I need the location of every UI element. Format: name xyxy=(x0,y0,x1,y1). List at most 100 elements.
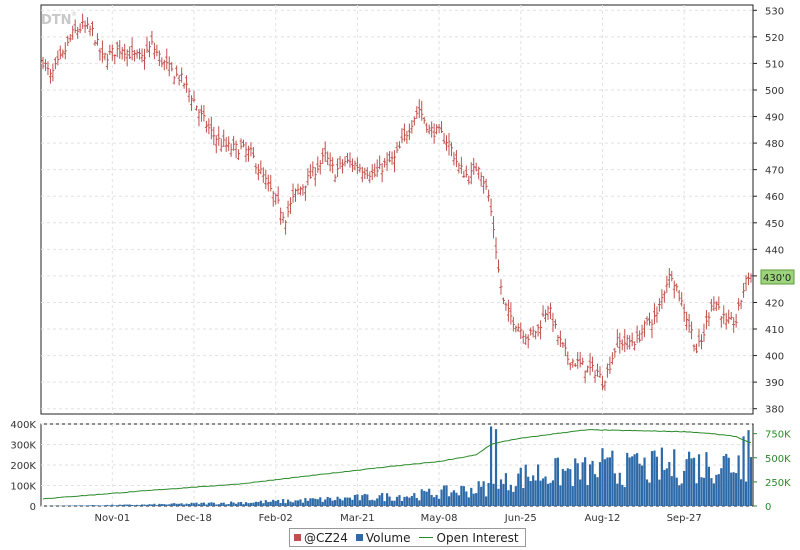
price-ohlc-bar xyxy=(655,306,659,323)
volume-bar xyxy=(242,504,245,506)
price-ohlc-bar xyxy=(489,198,493,217)
volume-bar xyxy=(579,479,582,506)
volume-bar xyxy=(237,502,240,506)
volume-bar xyxy=(415,498,418,506)
price-ohlc-bar xyxy=(281,212,285,223)
volume-bar xyxy=(596,477,599,506)
volume-bar xyxy=(148,504,151,506)
price-ohlc-bar xyxy=(472,157,476,175)
price-ohlc-bar xyxy=(442,133,446,144)
volume-swatch-icon xyxy=(355,534,363,541)
price-ohlc-bar xyxy=(177,74,181,86)
price-ohlc-bar xyxy=(719,315,723,328)
volume-bar xyxy=(289,501,292,506)
volume-bar xyxy=(123,504,126,506)
price-ohlc-bar xyxy=(254,163,258,174)
price-ohlc-bar xyxy=(729,312,733,321)
volume-bar xyxy=(566,468,569,506)
volume-bar xyxy=(685,459,688,506)
oi-tick-label: 750K xyxy=(765,430,791,441)
price-ohlc-bar xyxy=(383,158,387,168)
price-ohlc-bar xyxy=(81,13,85,29)
price-ohlc-bar xyxy=(643,320,647,338)
volume-tick-label: 100K xyxy=(10,482,36,493)
price-ohlc-bar xyxy=(313,167,317,187)
price-ohlc-bar xyxy=(157,50,161,67)
price-ohlc-bar xyxy=(373,163,377,178)
price-ohlc-bar xyxy=(185,75,189,93)
price-ohlc-bar xyxy=(291,183,295,203)
legend-item-open-interest[interactable]: Open Interest xyxy=(418,531,519,545)
x-tick-label: Feb-02 xyxy=(259,513,293,524)
volume-bar xyxy=(351,499,354,506)
volume-bar xyxy=(442,485,446,506)
price-ohlc-bar xyxy=(652,303,656,325)
volume-bar xyxy=(593,474,597,506)
volume-bar xyxy=(158,503,161,506)
open-interest-y-axis-right: 0 250K 500K 750K xyxy=(753,430,791,513)
volume-bar xyxy=(509,484,512,506)
volume-bar xyxy=(244,502,248,506)
price-ohlc-bar xyxy=(539,320,543,340)
price-ohlc-bar xyxy=(105,53,109,70)
volume-bar xyxy=(462,486,465,506)
price-tick-label: 400 xyxy=(765,352,784,363)
volume-bar xyxy=(215,504,218,506)
volume-bar xyxy=(519,467,522,506)
volume-bar xyxy=(507,490,510,506)
volume-bar xyxy=(539,480,542,506)
price-ohlc-bar xyxy=(303,185,307,201)
volume-y-axis-left: 0 100K 200K 300K 400K xyxy=(10,420,36,513)
legend-volume-label: Volume xyxy=(365,530,411,545)
price-ohlc-bar xyxy=(108,44,112,55)
volume-bar xyxy=(492,483,495,506)
price-ohlc-bar xyxy=(553,319,557,329)
price-ohlc-bar xyxy=(415,106,419,119)
volume-bar xyxy=(499,479,503,506)
volume-bar xyxy=(338,498,342,506)
volume-bar xyxy=(376,498,379,506)
price-ohlc-bar xyxy=(519,322,523,340)
price-ohlc-bar xyxy=(326,151,330,166)
price-ohlc-bar xyxy=(462,170,466,178)
legend-item-price[interactable]: @CZ24 xyxy=(294,531,348,545)
price-ohlc-bar xyxy=(78,23,82,34)
volume-bar xyxy=(408,497,411,506)
volume-bar xyxy=(732,472,735,506)
price-ohlc-bar xyxy=(749,273,753,283)
legend-item-volume[interactable]: Volume xyxy=(355,530,411,545)
price-ohlc-bar xyxy=(397,141,401,149)
price-ohlc-bar xyxy=(467,175,471,185)
price-ohlc-bar xyxy=(380,163,384,183)
price-ohlc-bar xyxy=(328,152,332,172)
x-tick-label: Dec-18 xyxy=(176,513,212,524)
volume-bar xyxy=(455,492,458,506)
volume-bar xyxy=(150,504,154,506)
volume-bar xyxy=(556,457,560,506)
volume-bar xyxy=(220,502,223,506)
price-ohlc-bar xyxy=(524,333,528,345)
price-ohlc-bar xyxy=(306,168,310,186)
price-ohlc-bar xyxy=(289,197,293,214)
volume-bar xyxy=(98,505,102,506)
volume-bar xyxy=(737,455,740,506)
volume-bar xyxy=(348,497,352,506)
volume-bar xyxy=(383,501,386,506)
price-ohlc-bar xyxy=(209,116,213,140)
price-tick-label: 420 xyxy=(765,298,784,309)
volume-bar xyxy=(413,493,416,506)
volume-bar xyxy=(571,486,574,506)
volume-bar xyxy=(395,496,399,506)
price-ohlc-bar xyxy=(348,152,352,168)
volume-bar xyxy=(457,495,460,506)
price-ohlc-bar xyxy=(207,118,211,135)
volume-bar xyxy=(74,505,77,506)
price-ohlc-bar xyxy=(246,145,250,162)
price-ohlc-bar xyxy=(190,95,194,111)
price-ohlc-bar xyxy=(125,49,129,67)
price-ohlc-bar xyxy=(598,366,602,378)
volume-bar xyxy=(361,495,364,506)
volume-bar xyxy=(163,504,166,506)
price-ohlc-bar xyxy=(118,40,122,59)
volume-bar xyxy=(168,504,171,506)
